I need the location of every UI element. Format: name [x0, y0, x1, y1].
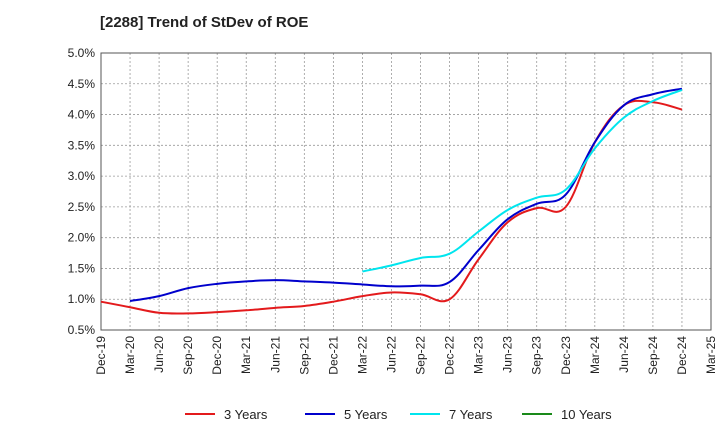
x-axis-ticks: Dec-19 Mar-20 Jun-20 Sep-20 Dec-20 Mar-21 Jun-…: [94, 336, 718, 375]
y-tick-label: 4.5%: [68, 77, 96, 91]
x-tick-label: Jun-23: [501, 336, 515, 373]
y-tick-label: 1.0%: [68, 292, 96, 306]
x-tick-label: Mar-20: [123, 336, 137, 374]
y-tick-label: 3.5%: [68, 138, 96, 152]
x-tick-label: Dec-21: [326, 336, 340, 375]
legend-label: 10 Years: [561, 407, 612, 422]
x-tick-label: Mar-21: [239, 336, 253, 374]
legend: 3 Years 5 Years 7 Years 10 Years: [185, 407, 612, 422]
x-tick-label: Mar-24: [588, 336, 602, 374]
y-tick-label: 2.0%: [68, 231, 96, 245]
y-tick-label: 2.5%: [68, 200, 96, 214]
y-tick-label: 1.5%: [68, 261, 96, 275]
x-tick-label: Dec-20: [210, 336, 224, 375]
y-tick-label: 3.0%: [68, 169, 96, 183]
plot-background: [101, 53, 711, 330]
x-tick-label: Sep-24: [646, 336, 660, 375]
x-tick-label: Mar-22: [355, 336, 369, 374]
y-axis-ticks: 0.5% 1.0% 1.5% 2.0% 2.5% 3.0% 3.5% 4.0% 4.5% 5.0%: [68, 46, 96, 337]
x-tick-label: Sep-20: [181, 336, 195, 375]
x-tick-label: Jun-21: [268, 336, 282, 373]
chart-title: [2288] Trend of StDev of ROE: [100, 14, 309, 31]
plot-border: [100, 52, 712, 331]
y-tick-label: 5.0%: [68, 46, 96, 60]
series-line-5-years: [129, 87, 683, 303]
x-tick-label: Jun-22: [384, 336, 398, 373]
legend-label: 3 Years: [224, 407, 268, 422]
x-tick-label: Mar-25: [704, 336, 718, 374]
y-tick-label: 0.5%: [68, 323, 96, 337]
series-line-7-years: [362, 88, 683, 273]
x-tick-label: Jun-24: [617, 336, 631, 373]
x-tick-label: Sep-21: [297, 336, 311, 375]
x-tick-label: Sep-23: [530, 336, 544, 375]
legend-label: 7 Years: [449, 407, 493, 422]
x-tick-label: Mar-23: [472, 336, 486, 374]
y-tick-label: 4.0%: [68, 108, 96, 122]
x-tick-label: Dec-23: [559, 336, 573, 375]
plot-frame: [100, 52, 712, 331]
x-tick-label: Dec-24: [675, 336, 689, 375]
legend-label: 5 Years: [344, 407, 388, 422]
series-lines: [100, 87, 683, 315]
x-tick-label: Jun-20: [152, 336, 166, 373]
x-tick-label: Sep-22: [414, 336, 428, 375]
x-tick-label: Dec-19: [94, 336, 108, 375]
x-tick-label: Dec-22: [443, 336, 457, 375]
